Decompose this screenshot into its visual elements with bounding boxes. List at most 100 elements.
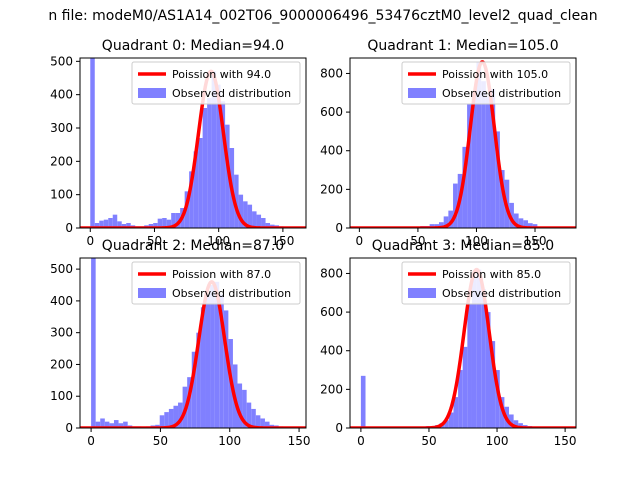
quadrant-0-histogram-bar xyxy=(247,204,253,228)
quadrant-3-plot-area xyxy=(350,267,576,428)
quadrant-2-histogram-bar xyxy=(205,294,211,428)
quadrant-0-histogram-bar xyxy=(90,58,95,228)
quadrant-3-histogram-bar xyxy=(471,277,477,428)
quadrant-2-histogram-bar xyxy=(164,412,169,428)
quadrant-1-histogram-bar xyxy=(443,216,449,228)
quadrant-1-histogram-bar xyxy=(453,183,458,228)
quadrant-0-histogram-bar xyxy=(175,213,181,228)
quadrant-2-x-tick-label: 100 xyxy=(218,434,241,448)
quadrant-3-legend: Poission with 85.0 Observed distribution xyxy=(401,261,571,305)
figure-suptitle: n file: modeM0/AS1A14_002T06_9000006496_… xyxy=(48,8,597,24)
quadrant-0-histogram-bar xyxy=(94,223,100,228)
quadrant-3-histogram-bar xyxy=(513,420,519,428)
quadrant-3-histogram-bar xyxy=(509,414,514,428)
legend-box xyxy=(131,261,301,305)
quadrant-0-histogram-bar xyxy=(193,151,199,228)
quadrant-1-x-tick-label: 100 xyxy=(465,234,488,248)
quadrant-1-histogram-bar xyxy=(527,223,533,228)
quadrant-3-histogram-bar xyxy=(458,370,463,428)
quadrant-3-axes-frame xyxy=(349,257,577,429)
quadrant-0-histogram-bar xyxy=(157,218,163,228)
quadrant-0-y-tick-label: 0 xyxy=(65,221,73,235)
quadrant-3-y-tick-label: 200 xyxy=(320,382,343,396)
quadrant-1-histogram-bar xyxy=(448,210,454,228)
quadrant-1-histogram-bar xyxy=(513,213,519,228)
quadrant-0-histogram-bar xyxy=(189,171,194,228)
quadrant-1-histogram-bar xyxy=(438,222,444,228)
quadrant-0-histogram-bar xyxy=(166,219,172,228)
quadrant-2-histogram-bar xyxy=(123,421,128,428)
quadrant-2-histogram-bar xyxy=(109,423,114,428)
quadrant-2-y-tick-label: 500 xyxy=(50,262,73,276)
quadrant-1-poisson-fit-line xyxy=(350,60,576,228)
legend-box xyxy=(401,261,571,305)
quadrant-3-histogram-bar xyxy=(518,423,523,428)
quadrant-0-histogram-bar xyxy=(99,220,104,228)
quadrant-3-histogram-bar xyxy=(453,397,459,428)
legend-hist-swatch xyxy=(138,88,166,98)
quadrant-1-y-tick-label: 0 xyxy=(335,221,343,235)
quadrant-2-histogram-bar xyxy=(210,285,215,428)
quadrant-2-histogram-bar xyxy=(260,418,265,428)
quadrant-2-legend: Poission with 87.0 Observed distribution xyxy=(131,261,301,305)
quadrant-1-histogram-bar xyxy=(490,88,496,228)
quadrant-2-histogram-bar xyxy=(91,258,96,428)
quadrant-2-histogram-bar xyxy=(264,421,270,428)
quadrant-0-x-tick-label: 100 xyxy=(207,234,230,248)
quadrant-2-histogram-bar xyxy=(191,351,197,428)
quadrant-0-y-tick-label: 200 xyxy=(50,154,73,168)
quadrant-3-poisson-fit-line xyxy=(350,267,576,428)
quadrant-0-histogram-bar xyxy=(252,211,257,228)
quadrant-1-panel: 0 50 100 150 0 200 400 600 800 Quadrant 1: Median… xyxy=(320,38,577,248)
legend-fit-label: Poission with 85.0 xyxy=(442,268,541,281)
quadrant-1-histogram-bar xyxy=(481,81,486,228)
quadrant-2-histogram-bar xyxy=(200,307,206,428)
quadrant-0-histogram-bar xyxy=(243,201,248,228)
quadrant-0-y-tick-label: 100 xyxy=(50,188,73,202)
quadrant-3-x-tick-label: 150 xyxy=(554,434,577,448)
quadrant-1-y-tick-label: 600 xyxy=(320,105,343,119)
quadrant-2-histogram-bar xyxy=(100,418,105,428)
quadrant-0-y-tick-label: 500 xyxy=(50,54,73,68)
quadrant-2-y-tick-label: 100 xyxy=(50,389,73,403)
legend-hist-swatch xyxy=(408,288,436,298)
quadrant-0-histogram-bar xyxy=(225,124,230,228)
quadrant-2-x-tick-label: 150 xyxy=(288,434,311,448)
quadrant-1-y-tick-label: 200 xyxy=(320,182,343,196)
quadrant-3-histogram-bar xyxy=(448,412,454,428)
quadrant-2-panel: 0 50 100 150 0 100 200 300 400 500 Quadrant 2: Med… xyxy=(50,238,310,448)
quadrant-0-histogram-bar xyxy=(162,218,167,228)
quadrant-1-x-tick-label: 50 xyxy=(410,234,425,248)
quadrant-0-y-tick-label: 300 xyxy=(50,121,73,135)
quadrant-0-panel: 0 50 100 150 0 100 200 300 400 500 Quadrant 0: Med… xyxy=(50,38,307,248)
quadrant-1-histogram-bar xyxy=(509,202,514,228)
quadrant-0-histogram-bar xyxy=(211,71,217,228)
quadrant-1-histogram-bar xyxy=(499,170,505,228)
quadrant-0-histogram-bar xyxy=(153,223,158,228)
quadrant-3-histogram-bar xyxy=(490,341,496,428)
quadrant-2-histogram-bar xyxy=(237,383,243,428)
quadrant-2-histogram-bar xyxy=(255,415,261,428)
quadrant-1-histogram-bar xyxy=(462,146,468,228)
quadrant-0-histogram-bar xyxy=(117,221,122,228)
quadrant-0-histogram-bar xyxy=(220,101,226,228)
legend-hist-label: Observed distribution xyxy=(172,87,291,100)
quadrant-2-histogram-bar xyxy=(168,408,174,428)
quadrant-3-title: Quadrant 3: Median=85.0 xyxy=(372,238,554,254)
quadrant-2-histogram-bar xyxy=(246,402,252,428)
legend-box xyxy=(131,61,301,105)
quadrant-1-histogram-bar xyxy=(434,224,439,228)
quadrant-0-histogram-bar xyxy=(256,214,262,228)
quadrant-1-histogram-bar xyxy=(523,220,528,228)
quadrant-2-histogram-bar xyxy=(242,389,247,428)
quadrant-0-histogram-bar xyxy=(148,224,154,228)
quadrant-3-y-tick-label: 600 xyxy=(320,305,343,319)
quadrant-0-histogram-bar xyxy=(265,223,271,228)
quadrant-0-histogram-bar xyxy=(198,138,203,228)
quadrant-3-y-tick-label: 800 xyxy=(320,266,343,280)
quadrant-1-x-tick-label: 0 xyxy=(356,234,364,248)
quadrant-3-histogram-bar xyxy=(476,269,482,428)
legend-fit-label: Poission with 87.0 xyxy=(172,268,271,281)
quadrant-0-histogram-bar xyxy=(207,98,212,228)
